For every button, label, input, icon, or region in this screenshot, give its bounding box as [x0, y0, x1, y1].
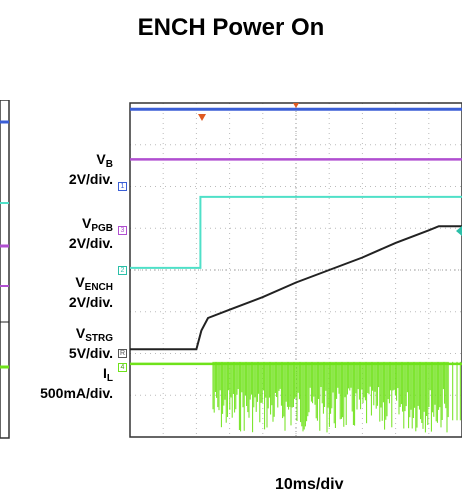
- label-vench: VENCH 2V/div.: [40, 275, 113, 310]
- marker-ch1: 1: [118, 182, 127, 191]
- marker-ch2: 2: [118, 266, 127, 275]
- label-il: IL 500mA/div.: [10, 366, 113, 401]
- timebase-label: 10ms/div: [275, 476, 344, 493]
- vstrg-scale: 5V/div.: [68, 345, 113, 361]
- scope-traces: [130, 107, 462, 433]
- left-scope-fragment: [0, 100, 10, 439]
- vstrg-name: VSTRG: [75, 325, 113, 345]
- trace-vstrg: [130, 225, 462, 351]
- il-scale: 500mA/div.: [40, 385, 113, 401]
- trace-il-burst: [212, 361, 461, 433]
- vb-scale: 2V/div.: [68, 171, 113, 187]
- time-center-marker: [293, 103, 299, 108]
- marker-ref: R: [118, 349, 127, 358]
- marker-ch4: 4: [118, 363, 127, 372]
- trace-vench: [130, 195, 462, 269]
- scope-grid: [130, 103, 462, 437]
- trigger-level-marker: [456, 226, 462, 236]
- il-name: IL: [103, 365, 113, 385]
- vpgb-scale: 2V/div.: [68, 235, 113, 251]
- vench-name: VENCH: [75, 274, 113, 294]
- trigger-marker: [198, 114, 206, 121]
- vb-name: VB: [96, 151, 113, 171]
- chart-title: ENCH Power On: [137, 14, 325, 41]
- label-vstrg: VSTRG 5V/div.: [40, 326, 113, 361]
- marker-ch3: 3: [118, 226, 127, 235]
- label-vpgb: VPGB 2V/div.: [40, 216, 113, 251]
- vpgb-name: VPGB: [81, 215, 113, 235]
- scope-border: [129, 102, 462, 438]
- vench-scale: 2V/div.: [68, 294, 113, 310]
- label-vb: VB 2V/div.: [40, 152, 113, 187]
